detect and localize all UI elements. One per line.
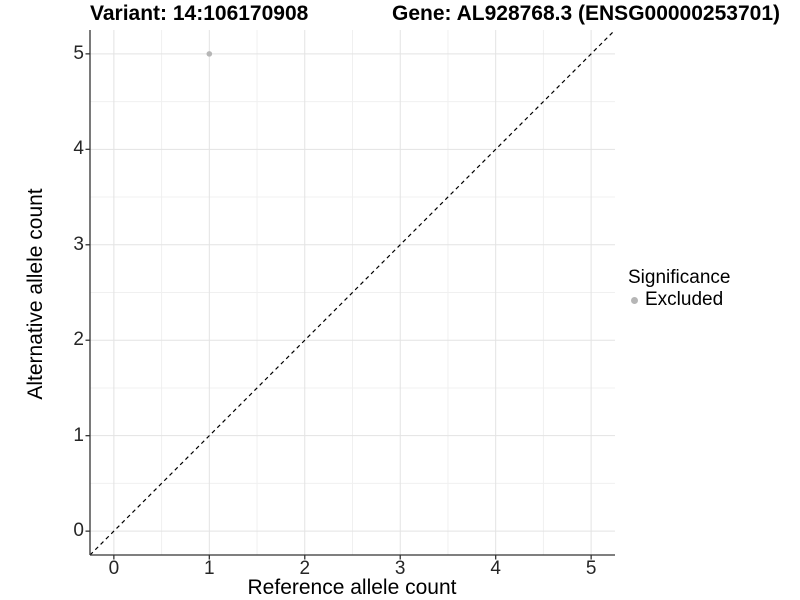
identity-dashed-line (89, 29, 616, 556)
y-tick-label: 0 (73, 520, 84, 542)
minor-gridlines (90, 30, 615, 555)
legend-title: Significance (628, 267, 731, 288)
major-gridlines (90, 30, 615, 555)
legend-item-excluded: Excluded (628, 289, 730, 311)
legend: Significance Excluded (628, 267, 730, 311)
variant-title: Variant: 14:106170908 (90, 2, 309, 25)
data-points (206, 51, 213, 57)
x-tick-label: 4 (490, 558, 501, 579)
legend-item-label: Excluded (645, 289, 724, 310)
x-tick-label: 1 (204, 558, 215, 579)
x-tick-label: 2 (299, 558, 311, 579)
axis-ticks (85, 53, 592, 560)
excluded-point-icon (631, 296, 638, 304)
scatter-point (206, 51, 213, 57)
y-tick-label: 4 (73, 138, 84, 160)
y-tick-label: 5 (73, 42, 84, 64)
y-tick-label: 3 (73, 233, 84, 255)
axis-lines (89, 30, 615, 556)
x-tick-label: 0 (108, 558, 120, 579)
gene-title: Gene: AL928768.3 (ENSG00000253701) (392, 2, 780, 25)
abline-dashed (89, 29, 616, 556)
y-tick-label: 1 (73, 424, 84, 446)
x-tick-label: 5 (585, 558, 597, 579)
y-tick-label: 2 (73, 329, 84, 351)
y-axis-title: Alternative allele count (24, 188, 47, 400)
x-axis-title: Reference allele count (247, 576, 457, 599)
x-tick-label: 3 (394, 558, 406, 579)
